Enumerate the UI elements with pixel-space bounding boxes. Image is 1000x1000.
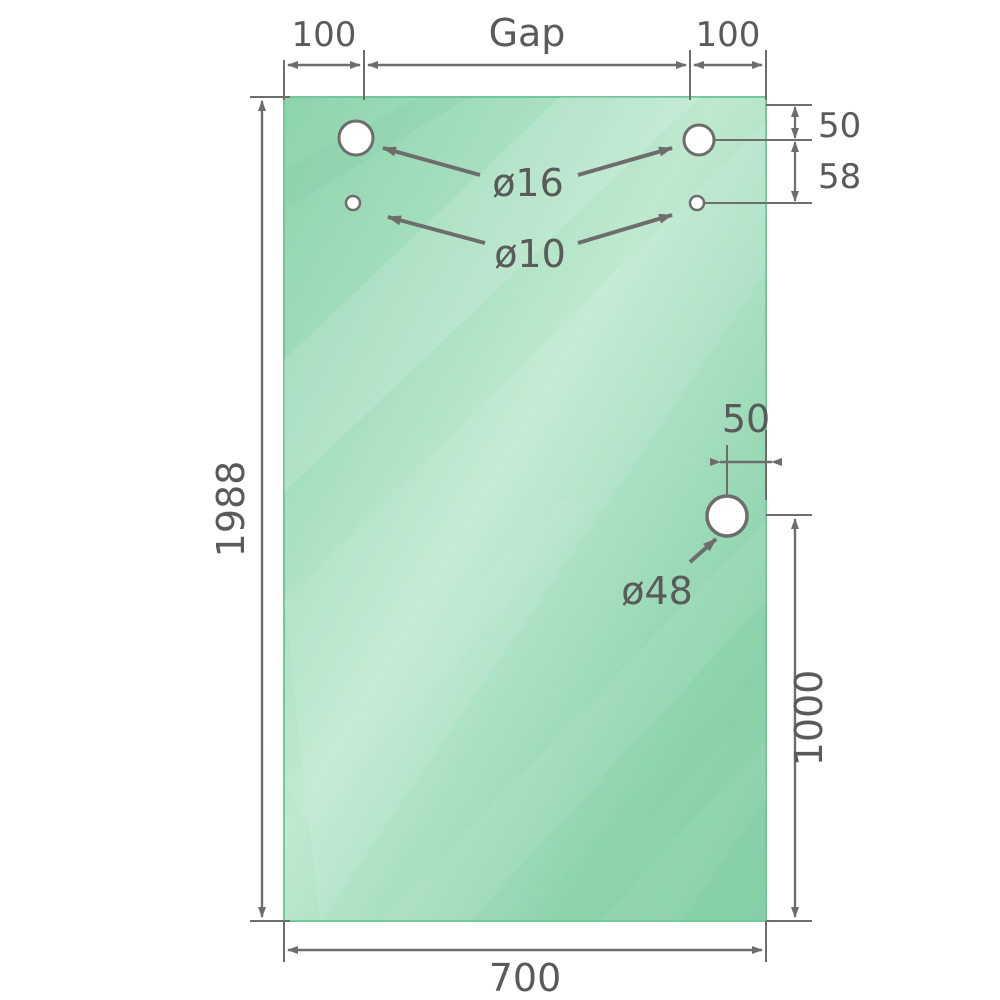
top-dimension-group: 100 Gap 100 <box>283 11 767 100</box>
holes-group <box>337 119 749 538</box>
dim-top-left-100: 100 <box>292 15 357 55</box>
hole-dia-48 <box>705 494 749 538</box>
hole-leader-group: ø16 ø10 ø48 <box>382 146 718 613</box>
bottom-width-dimension-group: 700 <box>283 921 767 1000</box>
hole-label-dia-48: ø48 <box>621 569 693 613</box>
dim-top-gap: Gap <box>489 11 566 55</box>
dim-height-1988: 1988 <box>209 461 253 558</box>
mid-50-dimension-group: 50 <box>710 397 782 500</box>
dim-right-50: 50 <box>818 106 861 146</box>
hole-dia-16-right <box>682 123 716 157</box>
left-height-dimension-group: 1988 <box>209 96 290 922</box>
left-white-margin <box>0 0 136 1000</box>
hole-label-dia-16: ø16 <box>492 161 564 205</box>
dim-top-right-100: 100 <box>696 15 761 55</box>
dim-right-1000: 1000 <box>787 670 831 767</box>
dim-right-58: 58 <box>818 157 861 197</box>
hole-dia-10-right <box>688 194 706 212</box>
hole-dia-10-left <box>344 194 362 212</box>
hole-dia-16-left <box>337 119 375 157</box>
right-top-dimension-group: 50 58 <box>700 104 861 204</box>
dim-width-700: 700 <box>489 956 562 1000</box>
hole-label-dia-10: ø10 <box>494 232 566 276</box>
glass-panel <box>283 96 767 922</box>
dim-mid-50: 50 <box>722 397 770 441</box>
right-1000-dimension-group: 1000 <box>766 514 831 922</box>
